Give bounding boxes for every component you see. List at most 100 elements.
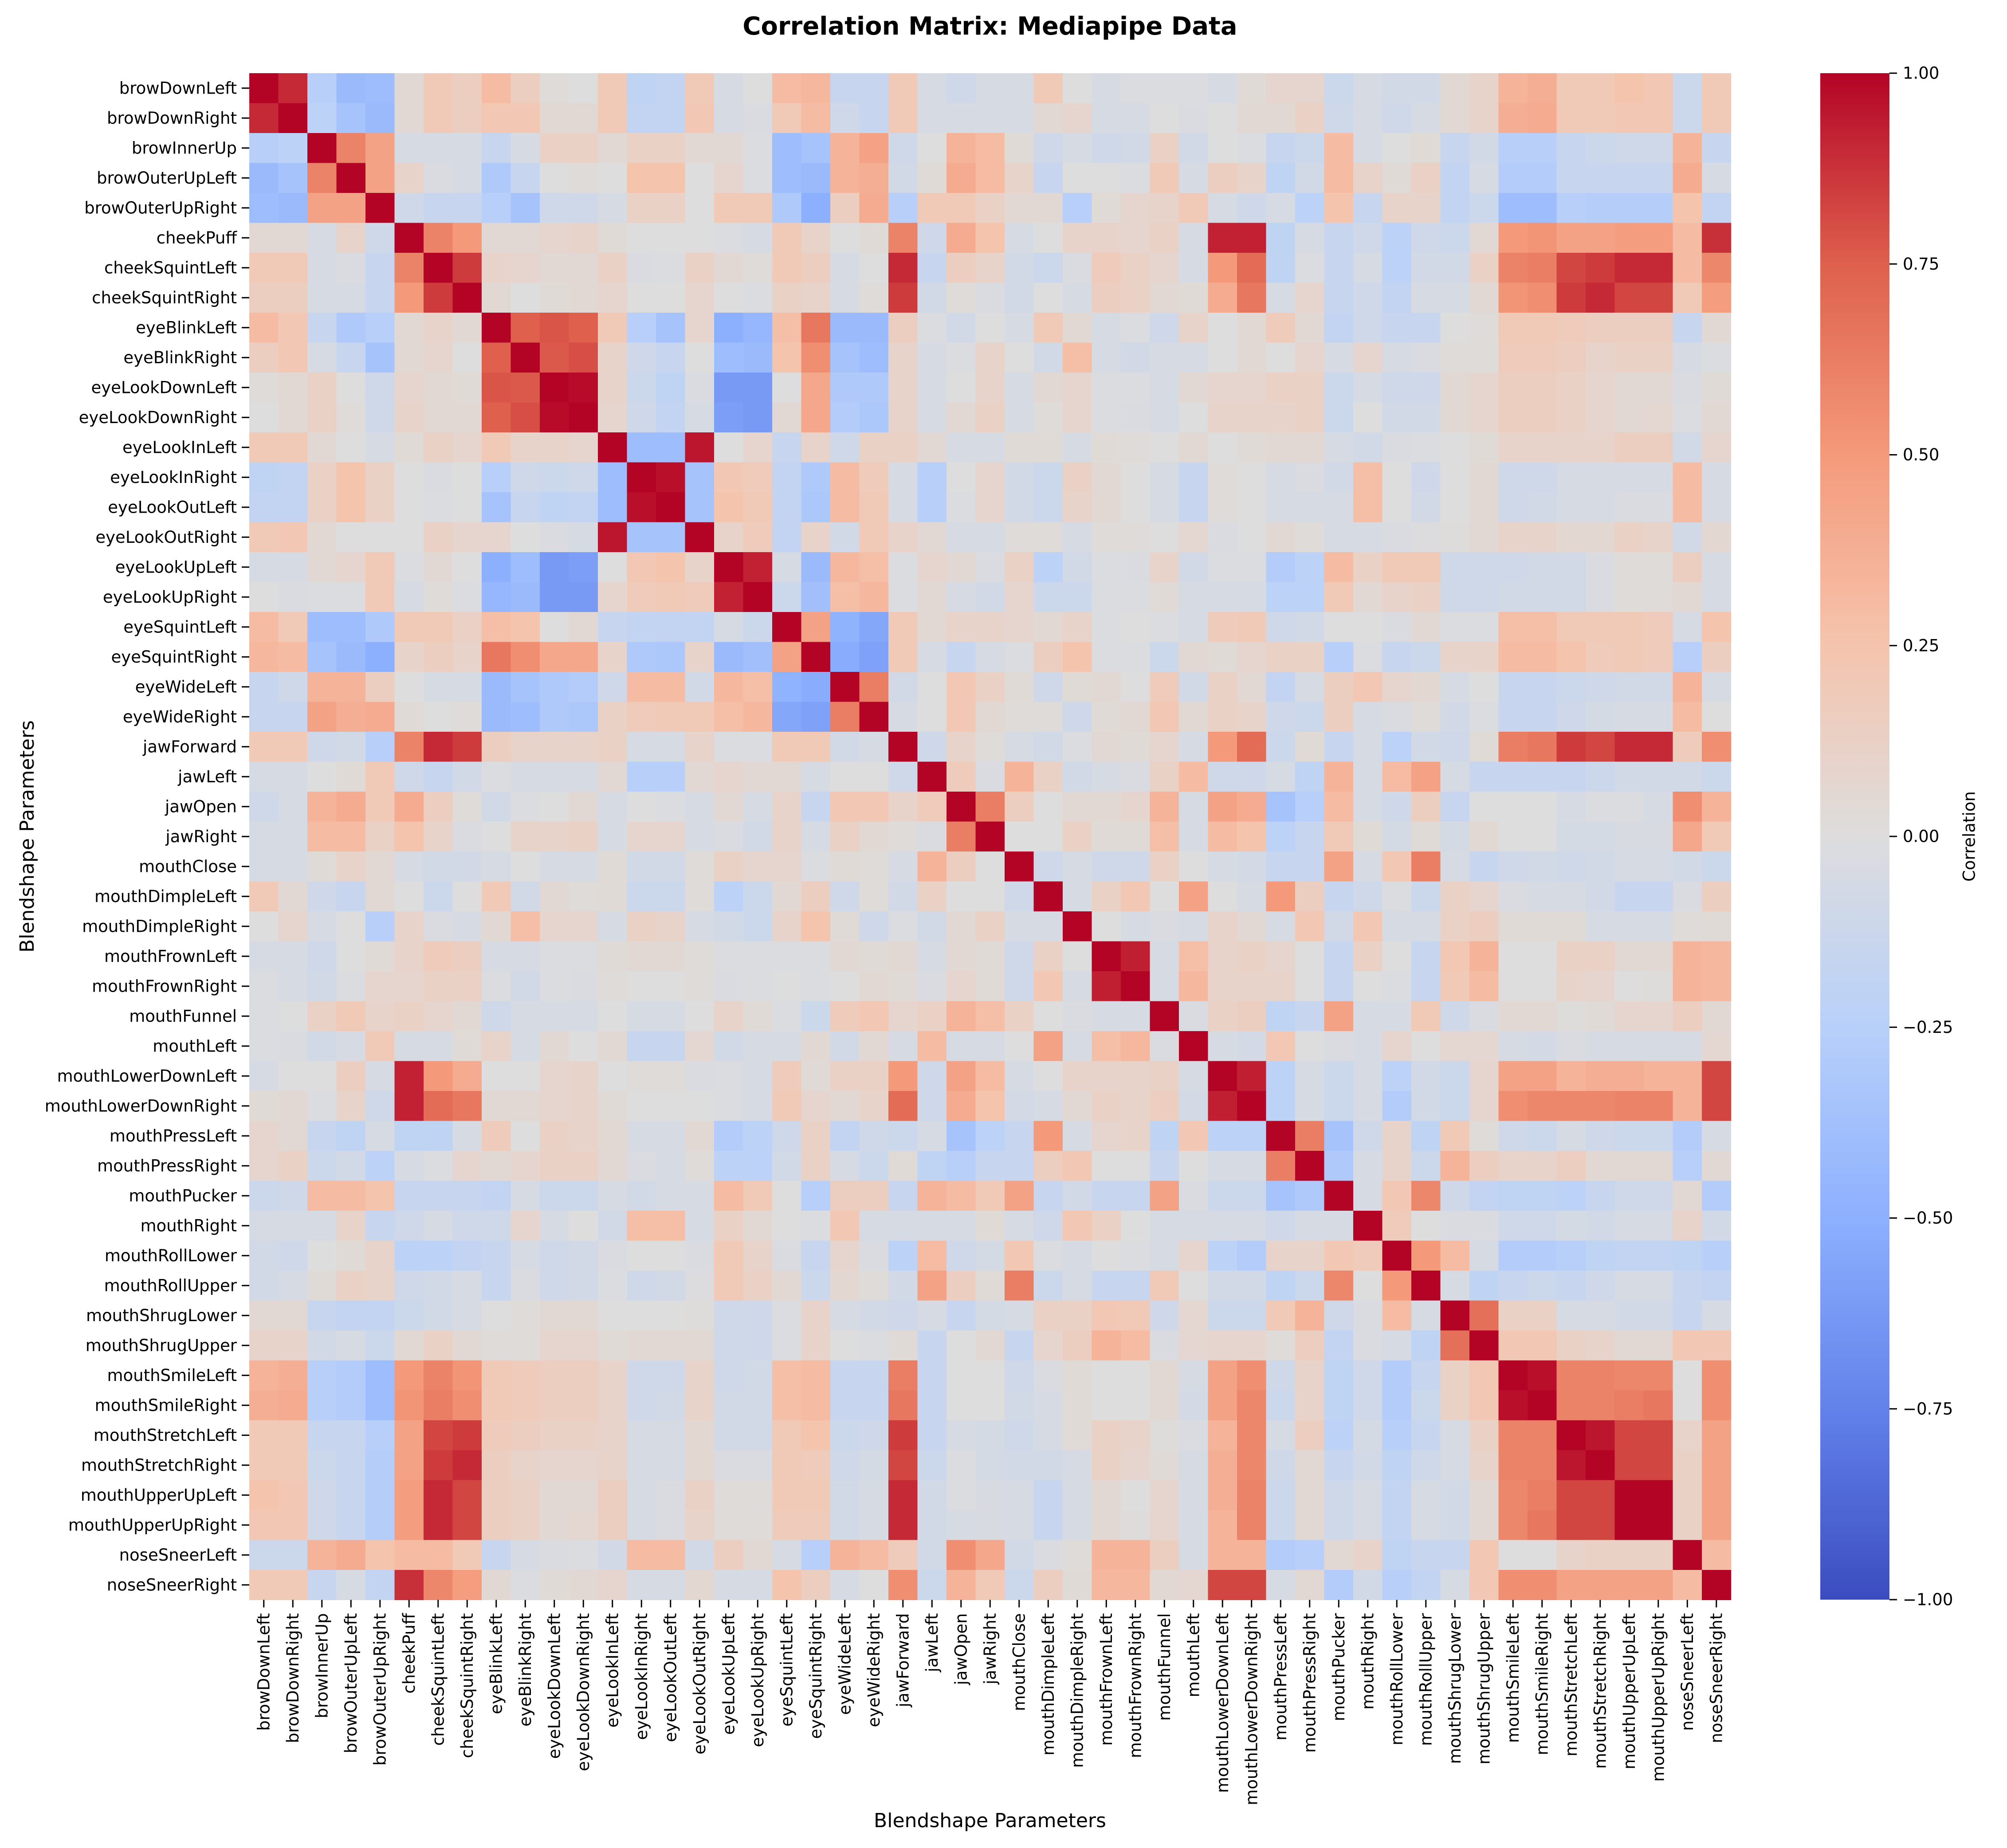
heatmap-cell bbox=[917, 432, 947, 463]
heatmap-cell bbox=[830, 642, 860, 672]
heatmap-cell bbox=[917, 702, 947, 732]
heatmap-cell bbox=[482, 1091, 511, 1122]
heatmap-cell bbox=[1614, 1151, 1644, 1181]
heatmap-cell bbox=[1033, 462, 1063, 493]
heatmap-cell bbox=[947, 1540, 976, 1570]
heatmap-cell bbox=[1237, 1151, 1267, 1181]
heatmap-cell bbox=[365, 342, 395, 373]
heatmap-cell bbox=[1208, 1151, 1237, 1181]
heatmap-cell bbox=[394, 792, 424, 822]
heatmap-cell bbox=[714, 911, 744, 942]
heatmap-cell bbox=[1556, 1360, 1586, 1391]
heatmap-cell bbox=[1237, 1420, 1267, 1451]
heatmap-cell bbox=[656, 1001, 686, 1032]
heatmap-cell bbox=[714, 1360, 744, 1391]
y-tick-label: mouthUpperUpRight bbox=[68, 1515, 237, 1534]
heatmap-cell bbox=[830, 402, 860, 433]
heatmap-cell bbox=[1005, 612, 1034, 643]
heatmap-cell bbox=[1702, 1271, 1732, 1301]
heatmap-cell bbox=[1150, 702, 1179, 732]
heatmap-cell bbox=[1237, 1271, 1267, 1301]
heatmap-cell bbox=[1469, 672, 1499, 702]
heatmap-cell bbox=[424, 1001, 453, 1032]
heatmap-cell bbox=[1092, 851, 1121, 882]
heatmap-cell bbox=[1440, 1360, 1470, 1391]
heatmap-cell bbox=[307, 313, 337, 343]
heatmap-cell bbox=[452, 1091, 482, 1122]
heatmap-cell bbox=[278, 1450, 308, 1481]
heatmap-cell bbox=[1033, 223, 1063, 253]
heatmap-cell bbox=[1673, 642, 1702, 672]
heatmap-cell bbox=[1150, 1031, 1179, 1062]
heatmap-cell bbox=[278, 911, 308, 942]
y-tick-label: cheekSquintLeft bbox=[104, 258, 237, 277]
heatmap-cell bbox=[394, 821, 424, 852]
heatmap-cell bbox=[1150, 1540, 1179, 1570]
heatmap-cell bbox=[1702, 1360, 1732, 1391]
heatmap-cell bbox=[975, 1091, 1005, 1122]
heatmap-cell bbox=[1121, 1330, 1151, 1361]
heatmap-cell bbox=[278, 282, 308, 313]
heatmap-cell bbox=[975, 1121, 1005, 1151]
x-tick-label: eyeLookInRight bbox=[632, 1613, 651, 1740]
heatmap-cell bbox=[569, 672, 598, 702]
heatmap-cell bbox=[714, 1061, 744, 1091]
heatmap-cell bbox=[656, 1300, 686, 1331]
heatmap-cell bbox=[801, 672, 831, 702]
heatmap-cell bbox=[1324, 133, 1354, 164]
heatmap-cell bbox=[859, 1181, 889, 1211]
heatmap-cell bbox=[1614, 1061, 1644, 1091]
heatmap-cell bbox=[1673, 1300, 1702, 1331]
heatmap-cell bbox=[627, 522, 656, 553]
heatmap-cell bbox=[424, 193, 453, 224]
heatmap-cell bbox=[1179, 642, 1209, 672]
heatmap-cell bbox=[1614, 1420, 1644, 1451]
y-tick-label: noseSneerRight bbox=[107, 1575, 237, 1594]
heatmap-cell bbox=[1440, 313, 1470, 343]
heatmap-cell bbox=[1295, 1001, 1325, 1032]
heatmap-cell bbox=[1440, 702, 1470, 732]
heatmap-cell bbox=[569, 1211, 598, 1241]
heatmap-cell bbox=[1673, 1181, 1702, 1211]
heatmap-cell bbox=[424, 1360, 453, 1391]
heatmap-cell bbox=[1092, 1121, 1121, 1151]
heatmap-cell bbox=[1150, 1510, 1179, 1541]
heatmap-cell bbox=[540, 522, 570, 553]
heatmap-cell bbox=[656, 223, 686, 253]
heatmap-cell bbox=[1150, 582, 1179, 612]
heatmap-cell bbox=[394, 642, 424, 672]
heatmap-cell bbox=[1528, 282, 1557, 313]
heatmap-cell bbox=[540, 402, 570, 433]
heatmap-cell bbox=[772, 313, 802, 343]
heatmap-cell bbox=[1353, 1300, 1383, 1331]
heatmap-cell bbox=[569, 642, 598, 672]
heatmap-cell bbox=[1528, 1510, 1557, 1541]
heatmap-cell bbox=[452, 1271, 482, 1301]
heatmap-cell bbox=[1353, 761, 1383, 792]
heatmap-cell bbox=[249, 552, 279, 583]
heatmap-cell bbox=[569, 103, 598, 133]
heatmap-cell bbox=[249, 1211, 279, 1241]
heatmap-cell bbox=[1121, 582, 1151, 612]
heatmap-cell bbox=[1644, 253, 1673, 283]
heatmap-cell bbox=[598, 373, 628, 403]
heatmap-cell bbox=[1382, 1121, 1412, 1151]
colorbar-label: Correlation bbox=[1960, 791, 1979, 882]
heatmap-cell bbox=[511, 612, 540, 643]
heatmap-cell bbox=[511, 313, 540, 343]
heatmap-cell bbox=[598, 133, 628, 164]
heatmap-cell bbox=[1033, 1271, 1063, 1301]
heatmap-cell bbox=[743, 1450, 773, 1481]
heatmap-cell bbox=[1266, 373, 1296, 403]
heatmap-cell bbox=[1063, 492, 1092, 523]
heatmap-cell bbox=[1208, 373, 1237, 403]
heatmap-cell bbox=[1121, 103, 1151, 133]
heatmap-cell bbox=[598, 1450, 628, 1481]
heatmap-cell bbox=[424, 1181, 453, 1211]
heatmap-cell bbox=[336, 851, 366, 882]
heatmap-cell bbox=[685, 821, 715, 852]
y-tick-label: jawOpen bbox=[165, 797, 237, 816]
heatmap-cell bbox=[1469, 402, 1499, 433]
heatmap-cell bbox=[1150, 282, 1179, 313]
heatmap-cell bbox=[1033, 642, 1063, 672]
